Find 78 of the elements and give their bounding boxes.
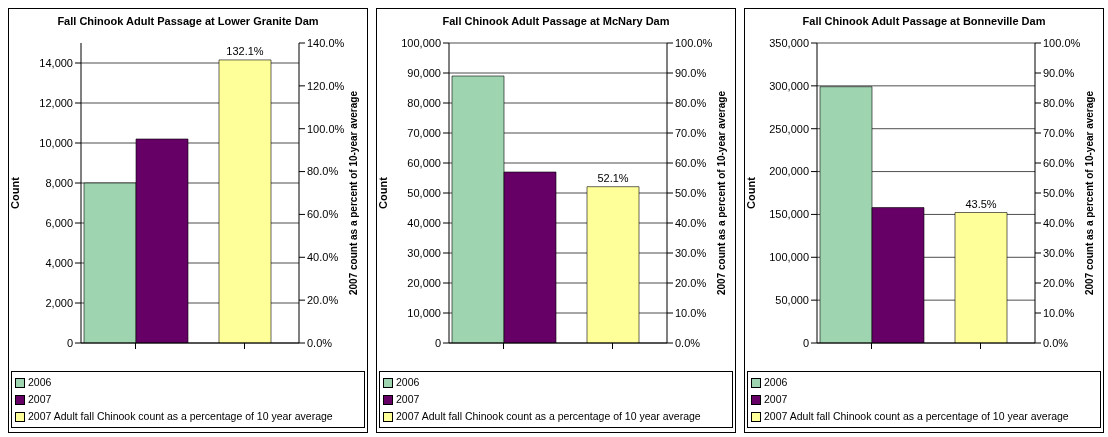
y2-axis-title: 2007 count as a percent of 10-year average [347,90,359,295]
y-tick-label: 90,000 [407,66,441,79]
y-tick-label: 14,000 [39,56,73,69]
y2-tick-label: 60.0% [1043,156,1075,169]
data-label: 52.1% [597,171,629,184]
y-axis-title: Count [376,176,389,209]
y-tick-label: 0 [802,336,809,349]
y-tick-label: 100,000 [401,36,441,49]
legend-label: 2007 Adult fall Chinook count as a percentage of 10 year average [764,409,1069,424]
y2-tick-label: 10.0% [1043,306,1075,319]
legend-label: 2007 Adult fall Chinook count as a percentage of 10 year average [28,409,333,424]
chart-title: Fall Chinook Adult Passage at Bonneville Dam [801,14,1047,29]
y2-tick-label: 20.0% [675,276,707,289]
y2-tick-label: 90.0% [675,66,707,79]
y2-tick-label: 100.0% [675,36,713,49]
y2-tick-label: 80.0% [1043,96,1075,109]
y-tick-label: 0 [66,336,73,349]
y2-tick-label: 50.0% [1043,186,1075,199]
legend-label: 2006 [764,375,788,390]
y-tick-label: 4,000 [45,256,73,269]
y2-tick-label: 80.0% [307,165,339,178]
chart-title: Fall Chinook Adult Passage at Lower Granite Dam [56,14,320,29]
y2-tick-label: 20.0% [307,294,339,307]
y2-axis-title: 2007 count as a percent of 10-year average [1083,90,1095,295]
y2-tick-label: 70.0% [1043,126,1075,139]
y2-tick-label: 0.0% [675,336,701,349]
y2-tick-label: 10.0% [675,306,707,319]
y-tick-label: 250,000 [769,122,809,135]
y-tick-label: 50,000 [775,294,809,307]
y-tick-label: 300,000 [769,79,809,92]
y2-tick-label: 140.0% [307,36,345,49]
y2-tick-label: 60.0% [307,208,339,221]
chart-title: Fall Chinook Adult Passage at McNary Dam [441,14,671,29]
y-tick-label: 10,000 [407,306,441,319]
y2-tick-label: 30.0% [675,246,707,259]
y2-tick-label: 60.0% [675,156,707,169]
y-tick-label: 10,000 [39,136,73,149]
y-tick-label: 20,000 [407,276,441,289]
y2-tick-label: 30.0% [1043,246,1075,259]
y-tick-label: 80,000 [407,96,441,109]
y2-tick-label: 100.0% [307,122,345,135]
y2-tick-label: 120.0% [307,79,345,92]
y-tick-label: 100,000 [769,251,809,264]
legend-label: 2006 [28,375,52,390]
y-tick-label: 30,000 [407,246,441,259]
y-tick-label: 0 [434,336,441,349]
y2-tick-label: 20.0% [1043,276,1075,289]
y-tick-label: 60,000 [407,156,441,169]
y-tick-label: 70,000 [407,126,441,139]
y2-tick-label: 80.0% [675,96,707,109]
y-tick-label: 50,000 [407,186,441,199]
legend-label: 2007 [28,392,52,407]
y-axis-title: Count [8,176,21,209]
y-tick-label: 150,000 [769,208,809,221]
y2-tick-label: 50.0% [675,186,707,199]
y2-axis-title: 2007 count as a percent of 10-year average [715,90,727,295]
data-label: 43.5% [965,197,997,210]
y2-tick-label: 40.0% [1043,216,1075,229]
y2-tick-label: 0.0% [307,336,333,349]
legend-label: 2007 [396,392,420,407]
legend-label: 2007 Adult fall Chinook count as a percentage of 10 year average [396,409,701,424]
y-tick-label: 12,000 [39,96,73,109]
y2-tick-label: 90.0% [1043,66,1075,79]
y-tick-label: 8,000 [45,176,73,189]
y2-tick-label: 40.0% [675,216,707,229]
y2-tick-label: 0.0% [1043,336,1069,349]
y-tick-label: 200,000 [769,165,809,178]
legend-label: 2007 [764,392,788,407]
y2-tick-label: 40.0% [307,251,339,264]
y-tick-label: 350,000 [769,36,809,49]
y2-tick-label: 70.0% [675,126,707,139]
data-label: 132.1% [226,44,264,57]
y-tick-label: 40,000 [407,216,441,229]
legend-label: 2006 [396,375,420,390]
y-axis-title: Count [744,176,757,209]
y-tick-label: 6,000 [45,216,73,229]
y-tick-label: 2,000 [45,296,73,309]
y2-tick-label: 100.0% [1043,36,1081,49]
